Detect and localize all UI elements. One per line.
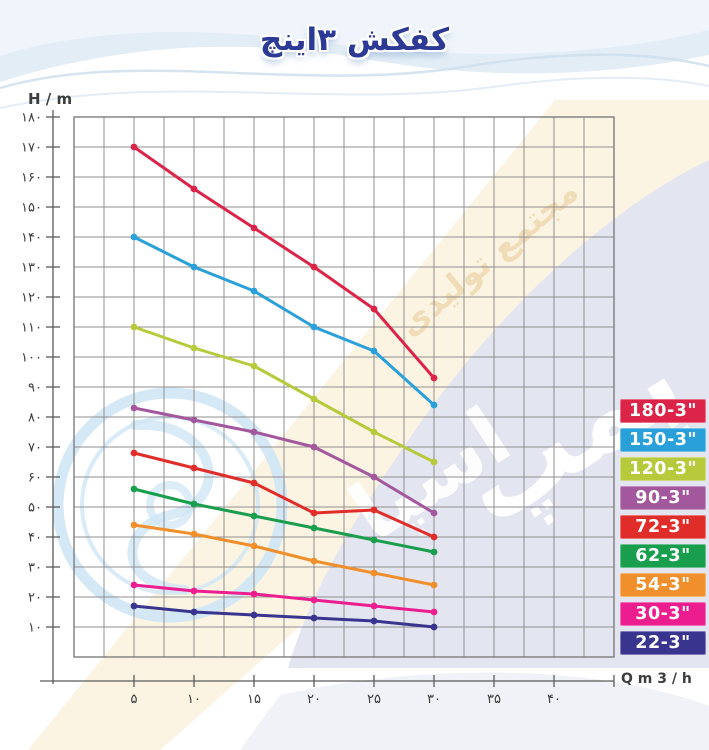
svg-text:۱۶۰: ۱۶۰ [21, 171, 42, 186]
svg-text:۵: ۵ [131, 692, 138, 707]
curve-72-3 [130, 449, 438, 541]
curve-62-3 [130, 485, 438, 556]
legend-item-120-3: 120-3" [620, 457, 706, 481]
svg-text:۱۷۰: ۱۷۰ [21, 141, 42, 156]
tick-labels: ۱۸۰ ۱۷۰ ۱۶۰ ۱۵۰ ۱۴۰ ۱۳۰ ۱۲۰ ۱۱۰ ۱۰۰ ۹۰ ۸۰ ۷۰ ۶۰ ۵۰ ۴۰ ۳… [21, 111, 561, 708]
svg-text:۲۰: ۲۰ [28, 591, 42, 606]
svg-text:۷۰: ۷۰ [28, 441, 42, 456]
svg-text:۱۰: ۱۰ [187, 692, 201, 707]
svg-text:۱۵۰: ۱۵۰ [21, 201, 42, 216]
curve-90-3 [130, 404, 438, 517]
curve-22-3 [130, 602, 438, 631]
lavender-sail-watermark [288, 160, 709, 668]
pump-curves [130, 143, 438, 631]
curve-30-3 [130, 581, 438, 616]
svg-text:۱۵: ۱۵ [247, 692, 261, 707]
legend-item-180-3: 180-3" [620, 399, 706, 423]
svg-text:۳۰: ۳۰ [28, 561, 42, 576]
curve-150-3 [130, 233, 438, 409]
svg-text:۴۰: ۴۰ [547, 692, 561, 707]
svg-text:۶۰: ۶۰ [28, 471, 42, 486]
svg-text:۳۰: ۳۰ [427, 692, 441, 707]
svg-text:۳۵: ۳۵ [487, 692, 501, 707]
svg-text:۱۰: ۱۰ [28, 621, 42, 636]
curve-54-3 [130, 521, 438, 589]
curve-120-3 [130, 323, 438, 466]
legend-item-90-3: 90-3" [620, 486, 706, 510]
svg-text:۲۵: ۲۵ [367, 692, 381, 707]
page-title: کفکش ۳اینچ [259, 22, 450, 58]
legend-item-62-3: 62-3" [620, 544, 706, 568]
legend-item-72-3: 72-3" [620, 515, 706, 539]
x-axis-label: Q m 3 / h [621, 671, 692, 687]
svg-text:۱۲۰: ۱۲۰ [21, 291, 42, 306]
chart-axes [40, 110, 615, 687]
svg-text:۱۱۰: ۱۱۰ [21, 321, 42, 336]
svg-text:۴۰: ۴۰ [28, 531, 42, 546]
legend-item-30-3: 30-3" [620, 602, 706, 626]
legend-item-22-3: 22-3" [620, 631, 706, 655]
svg-text:۲۰: ۲۰ [307, 692, 321, 707]
chart-grid [73, 116, 615, 658]
svg-text:۹۰: ۹۰ [28, 381, 42, 396]
legend-item-150-3: 150-3" [620, 428, 706, 452]
legend-item-54-3: 54-3" [620, 573, 706, 597]
svg-text:۱۳۰: ۱۳۰ [21, 261, 42, 276]
svg-text:۵۰: ۵۰ [28, 501, 42, 516]
svg-text:۸۰: ۸۰ [28, 411, 42, 426]
svg-text:۱۰۰: ۱۰۰ [21, 351, 42, 366]
legend: 180-3" 150-3" 120-3" 90-3" 72-3" 62-3" 54-3" 30… [620, 399, 706, 655]
curve-180-3 [130, 143, 438, 382]
svg-text:۱۸۰: ۱۸۰ [21, 111, 42, 126]
svg-text:۱۴۰: ۱۴۰ [21, 231, 42, 246]
circle-logo-watermark [52, 387, 288, 623]
y-axis-label: H / m [28, 90, 73, 108]
